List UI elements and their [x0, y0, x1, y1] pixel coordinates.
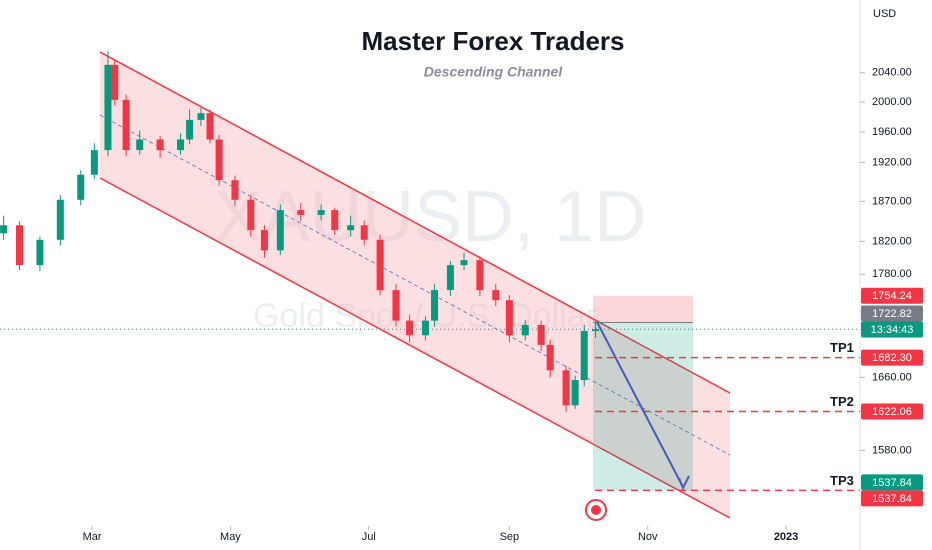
candle-body: [331, 210, 339, 231]
candle-body: [186, 119, 194, 140]
candle-body: [122, 99, 130, 151]
x-tick-label: Mar: [83, 531, 102, 543]
candle-body: [546, 344, 554, 371]
chart-subtitle: Descending Channel: [424, 64, 564, 80]
target-tag: [861, 403, 923, 420]
candle-body: [156, 139, 164, 151]
event-icon-dot: [591, 505, 601, 515]
projection-arrow: [596, 321, 684, 488]
candle-body: [247, 199, 255, 231]
target-tag-label: 1682.30: [872, 352, 912, 364]
candle-body: [537, 324, 545, 345]
candle-body: [376, 239, 384, 291]
chart-title: Master Forex Traders: [361, 26, 624, 56]
y-tick-label: 1820.00: [872, 235, 912, 247]
candle-body: [36, 239, 44, 266]
candle-body: [392, 290, 400, 321]
channel-upper: [99, 51, 731, 394]
target-tag-label: 1622.06: [872, 406, 912, 418]
y-tick-label: 1660.00: [872, 371, 912, 383]
candle-body: [476, 260, 484, 291]
candle-body: [360, 225, 368, 240]
candle-body: [492, 290, 500, 301]
candle-body: [276, 210, 284, 251]
target-name: TP3: [830, 473, 854, 488]
watermark: XAUUSD, 1D: [214, 177, 646, 257]
x-tick-label: Sep: [500, 531, 520, 543]
price-tag-label: 1722.82: [872, 308, 912, 320]
candle-body: [580, 330, 588, 381]
countdown-tag: [861, 321, 923, 338]
stop-zone: [593, 295, 693, 323]
candle-body: [297, 210, 305, 215]
candle-body: [521, 324, 529, 336]
target-name: TP1: [830, 340, 854, 355]
price-tag-label: 1537.84: [872, 477, 912, 489]
candle-body: [206, 113, 214, 140]
candle-body: [505, 300, 513, 336]
candle-body: [406, 320, 414, 336]
candle-body: [56, 199, 64, 240]
candle-body: [111, 64, 119, 100]
candle-body: [317, 210, 325, 215]
candle-body: [460, 260, 468, 266]
target-tag: [861, 349, 923, 366]
x-tick-label: 2023: [774, 531, 798, 543]
price-tag: [861, 305, 923, 322]
candle-body: [215, 139, 223, 181]
candle-body: [136, 139, 144, 151]
y-tick-label: 1870.00: [872, 195, 912, 207]
price-tag: [861, 474, 923, 491]
target-tag: [861, 490, 923, 507]
candle-body: [104, 64, 112, 151]
candle-body: [431, 290, 439, 321]
y-tick-label: 1960.00: [872, 126, 912, 138]
y-tick-label: 2000.00: [872, 96, 912, 108]
candle-body: [177, 139, 185, 151]
candle-body: [231, 180, 239, 200]
x-tick-label: May: [220, 531, 241, 543]
currency: USD: [873, 8, 896, 20]
candle-body: [16, 225, 24, 266]
countdown-label: 13:34:43: [871, 324, 914, 336]
arrow-head: [678, 475, 690, 491]
channel-mid: [99, 114, 731, 456]
channel-lower: [99, 177, 731, 519]
candle-body: [562, 370, 570, 406]
x-tick-label: Jul: [362, 531, 376, 543]
candle-body: [571, 380, 579, 406]
candle-body: [90, 150, 98, 175]
y-tick-label: 2040.00: [872, 67, 912, 79]
target-tag-label: 1537.84: [872, 493, 912, 505]
candle-body: [421, 320, 429, 336]
price-tag: [861, 287, 923, 304]
candle-body: [592, 329, 600, 331]
candle-body: [347, 225, 355, 231]
y-tick-label: 1580.00: [872, 444, 912, 456]
candle-body: [77, 174, 85, 200]
candle-body: [446, 265, 454, 291]
price-tag-label: 1754.24: [872, 290, 912, 302]
y-tick-label: 1780.00: [872, 268, 912, 280]
target-zone: [593, 322, 693, 491]
x-tick-label: Nov: [638, 531, 658, 543]
candle-body: [197, 113, 205, 120]
candle-body: [0, 225, 8, 234]
candle-body: [260, 230, 268, 251]
target-name: TP2: [830, 394, 854, 409]
y-tick-label: 1920.00: [872, 156, 912, 168]
